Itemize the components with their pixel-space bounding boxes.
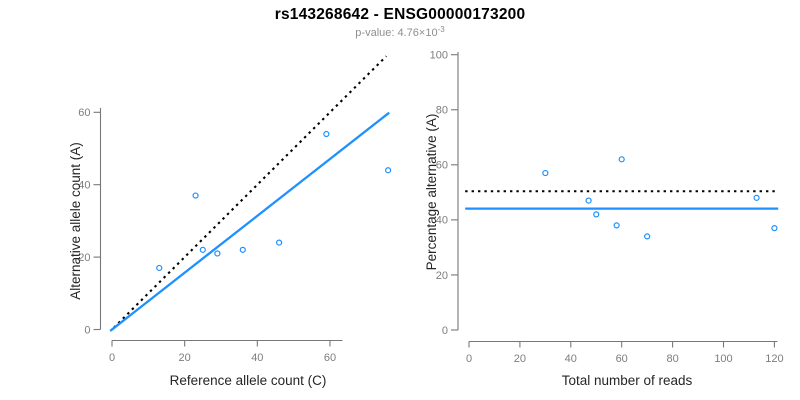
x-tick-label: 0 bbox=[109, 352, 115, 364]
left-y-axis-title: Alternative allele count (A) bbox=[68, 142, 83, 300]
x-tick-label: 40 bbox=[251, 352, 263, 364]
right-scatter-panel: 0 20 40 60 80 100 120 0 20 40 60 80 100 Total number… bbox=[424, 50, 784, 388]
data-point bbox=[323, 130, 330, 138]
identity-line bbox=[113, 55, 388, 329]
data-point bbox=[156, 264, 163, 272]
y-tick-label: 0 bbox=[84, 324, 90, 336]
x-tick-label: 80 bbox=[666, 353, 678, 365]
data-point bbox=[613, 222, 620, 229]
left-x-axis-title: Reference allele count (C) bbox=[170, 373, 327, 388]
y-tick-label: 20 bbox=[78, 252, 90, 264]
data-point bbox=[644, 233, 651, 240]
y-tick-label: 80 bbox=[436, 105, 448, 117]
data-point bbox=[199, 246, 206, 253]
y-tick-label: 60 bbox=[78, 107, 90, 119]
x-tick-label: 0 bbox=[466, 353, 472, 365]
data-point bbox=[585, 197, 592, 204]
left-marks bbox=[109, 55, 392, 332]
left-scatter-panel: 0 20 40 60 0 20 40 60 Reference allele count (C… bbox=[68, 55, 392, 388]
p-value-exponent: -3 bbox=[437, 25, 445, 34]
y-tick-label: 60 bbox=[436, 160, 448, 172]
right-marks bbox=[465, 156, 779, 240]
data-point bbox=[239, 246, 246, 253]
right-y-axis-title: Percentage alternative (A) bbox=[424, 114, 439, 271]
right-axes: 0 20 40 60 80 100 120 0 20 40 60 80 100 bbox=[430, 50, 784, 365]
data-point bbox=[771, 225, 778, 232]
data-point bbox=[542, 169, 549, 177]
y-tick-label: 40 bbox=[78, 180, 90, 192]
p-value-subtitle: p-value: 4.76×10-3 bbox=[0, 25, 800, 39]
x-tick-label: 60 bbox=[324, 352, 336, 364]
y-tick-label: 100 bbox=[430, 50, 448, 62]
x-tick-label: 120 bbox=[765, 353, 783, 365]
p-value-text: p-value: 4.76×10 bbox=[355, 27, 438, 39]
right-x-axis-title: Total number of reads bbox=[562, 373, 693, 388]
data-point bbox=[753, 194, 760, 201]
data-point bbox=[276, 239, 283, 246]
data-point bbox=[192, 192, 199, 199]
left-axes: 0 20 40 60 0 20 40 60 bbox=[78, 107, 343, 364]
fit-line bbox=[109, 111, 390, 332]
x-tick-label: 100 bbox=[714, 353, 732, 365]
x-tick-label: 60 bbox=[616, 353, 628, 365]
x-tick-label: 20 bbox=[514, 353, 526, 365]
data-point bbox=[385, 167, 392, 174]
y-tick-label: 0 bbox=[442, 325, 448, 337]
y-tick-label: 40 bbox=[436, 215, 448, 227]
data-point bbox=[214, 250, 221, 257]
plot-title: rs143268642 - ENSG00000173200 bbox=[274, 6, 526, 23]
data-point bbox=[618, 156, 625, 163]
y-tick-label: 20 bbox=[436, 270, 448, 282]
data-point bbox=[593, 211, 600, 218]
x-tick-label: 40 bbox=[565, 353, 577, 365]
x-tick-label: 20 bbox=[179, 352, 191, 364]
